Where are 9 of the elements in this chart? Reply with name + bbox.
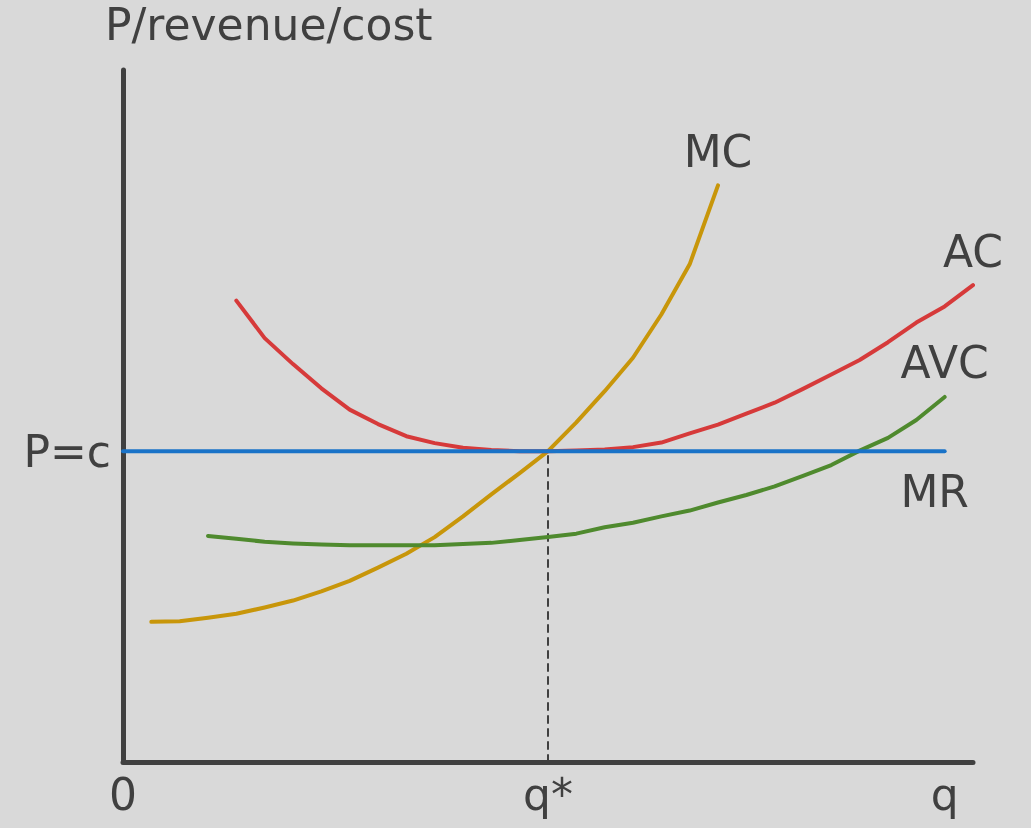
y-axis-title: P/revenue/cost [105, 0, 433, 50]
x-tick-label: q [930, 768, 959, 820]
x-tick-label: 0 [109, 768, 137, 820]
x-tick-label: q* [523, 768, 573, 820]
series-label: MR [900, 465, 969, 517]
series-label: AC [942, 225, 1004, 277]
series-label: AVC [900, 337, 989, 389]
annotation: P=c [23, 425, 111, 477]
series-label: MC [683, 125, 753, 177]
